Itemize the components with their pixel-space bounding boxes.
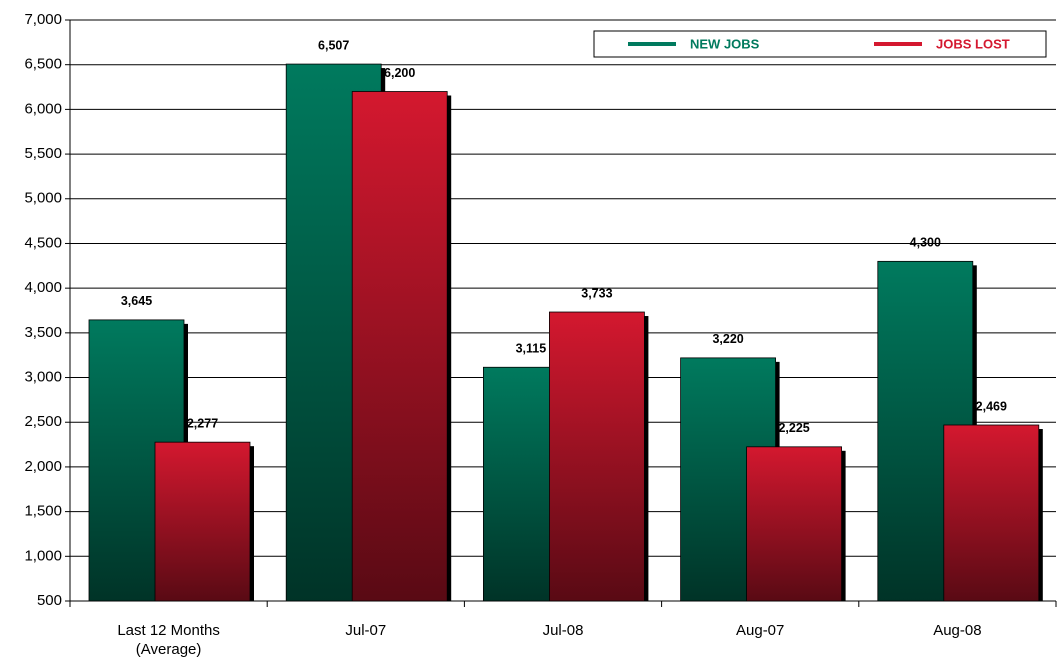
y-tick-label: 500 <box>37 592 62 609</box>
x-tick-label: Jul-07 <box>345 622 386 639</box>
x-tick-label: Aug-08 <box>933 622 981 639</box>
y-tick-label: 4,500 <box>24 234 62 251</box>
bar <box>943 424 1040 602</box>
value-label: 3,645 <box>121 294 152 308</box>
bar <box>549 311 645 602</box>
y-tick-label: 4,000 <box>24 279 62 296</box>
value-label: 6,200 <box>384 66 415 80</box>
legend-label: JOBS LOST <box>936 36 1010 51</box>
value-label: 3,733 <box>581 286 612 300</box>
y-tick-label: 3,000 <box>24 369 62 386</box>
bar <box>746 446 842 602</box>
value-label: 2,469 <box>976 399 1007 413</box>
value-label: 2,277 <box>187 416 218 430</box>
y-tick-label: 6,000 <box>24 100 62 117</box>
y-tick-label: 5,000 <box>24 190 62 207</box>
y-tick-label: 2,500 <box>24 413 62 430</box>
value-label: 3,115 <box>516 342 547 356</box>
value-label: 6,507 <box>318 38 349 52</box>
value-label: 2,225 <box>778 421 809 435</box>
legend-label: NEW JOBS <box>690 36 760 51</box>
y-tick-label: 5,500 <box>24 145 62 162</box>
y-tick-label: 3,500 <box>24 324 62 341</box>
value-label: 4,300 <box>910 236 941 250</box>
x-tick-label: Last 12 Months (Average) <box>117 622 220 658</box>
y-tick-label: 2,000 <box>24 458 62 475</box>
x-tick-label: Aug-07 <box>736 622 784 639</box>
bar <box>154 441 251 602</box>
value-label: 3,220 <box>712 332 743 346</box>
y-tick-label: 1,000 <box>24 547 62 564</box>
y-tick-label: 1,500 <box>24 503 62 520</box>
y-tick-label: 7,000 <box>24 11 62 28</box>
x-tick-label: Jul-08 <box>543 622 584 639</box>
bar <box>351 91 448 602</box>
y-tick-label: 6,500 <box>24 56 62 73</box>
